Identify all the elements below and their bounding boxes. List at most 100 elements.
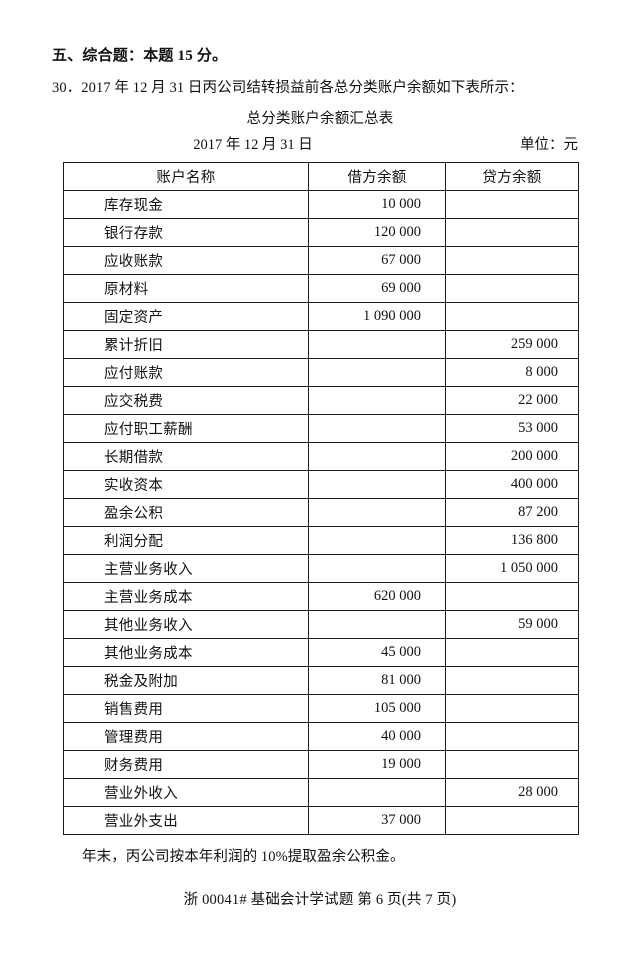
cell-credit-balance: 1 050 000 bbox=[445, 554, 579, 583]
table-row: 营业外收入 28 000 bbox=[63, 778, 579, 807]
cell-credit-balance: 59 000 bbox=[445, 610, 579, 639]
closing-note: 年末，丙公司按本年利润的 10%提取盈余公积金。 bbox=[82, 849, 405, 865]
cell-debit-balance: 45 000 bbox=[308, 638, 446, 667]
cell-credit-balance: 87 200 bbox=[445, 498, 579, 527]
question-statement: 30．2017 年 12 月 31 日丙公司结转损益前各总分类账户余额如下表所示… bbox=[52, 80, 524, 96]
cell-debit-balance bbox=[308, 498, 446, 527]
cell-debit-balance bbox=[308, 358, 446, 387]
section-heading: 五、综合题：本题 15 分。 bbox=[52, 48, 228, 64]
cell-debit-balance bbox=[308, 386, 446, 415]
table-row: 固定资产 1 090 000 bbox=[63, 302, 579, 331]
cell-account-name: 累计折旧 bbox=[63, 330, 309, 359]
table-row: 累计折旧 259 000 bbox=[63, 330, 579, 359]
cell-debit-balance bbox=[308, 470, 446, 499]
cell-debit-balance: 120 000 bbox=[308, 218, 446, 247]
cell-credit-balance bbox=[445, 218, 579, 247]
cell-account-name: 主营业务收入 bbox=[63, 554, 309, 583]
table-row: 应收账款 67 000 bbox=[63, 246, 579, 275]
table-body: 库存现金 10 000 银行存款 120 000 应收账款 67 000 原材料 69 000… bbox=[63, 190, 579, 835]
cell-credit-balance: 22 000 bbox=[445, 386, 579, 415]
table-row: 应交税费 22 000 bbox=[63, 386, 579, 415]
table-row: 税金及附加 81 000 bbox=[63, 666, 579, 695]
cell-account-name: 主营业务成本 bbox=[63, 582, 309, 611]
table-meta-row: 2017 年 12 月 31 日 单位：元 bbox=[63, 133, 578, 153]
page-footer: 浙 00041# 基础会计学试题 第 6 页(共 7 页) bbox=[183, 892, 457, 908]
cell-debit-balance: 620 000 bbox=[308, 582, 446, 611]
cell-credit-balance: 8 000 bbox=[445, 358, 579, 387]
cell-debit-balance: 10 000 bbox=[308, 190, 446, 219]
cell-account-name: 盈余公积 bbox=[63, 498, 309, 527]
cell-credit-balance bbox=[445, 274, 579, 303]
table-row: 管理费用 40 000 bbox=[63, 722, 579, 751]
table-header: 账户名称 借方余额 贷方余额 bbox=[63, 162, 579, 191]
table-row: 实收资本 400 000 bbox=[63, 470, 579, 499]
table-row: 应付账款 8 000 bbox=[63, 358, 579, 387]
cell-debit-balance bbox=[308, 442, 446, 471]
table-unit: 单位：元 bbox=[520, 137, 578, 153]
cell-debit-balance: 19 000 bbox=[308, 750, 446, 779]
cell-debit-balance: 81 000 bbox=[308, 666, 446, 695]
table-row: 销售费用 105 000 bbox=[63, 694, 579, 723]
cell-account-name: 销售费用 bbox=[63, 694, 309, 723]
cell-account-name: 其他业务收入 bbox=[63, 610, 309, 639]
table-row: 银行存款 120 000 bbox=[63, 218, 579, 247]
cell-account-name: 实收资本 bbox=[63, 470, 309, 499]
cell-credit-balance bbox=[445, 246, 579, 275]
cell-debit-balance bbox=[308, 610, 446, 639]
table-row: 其他业务收入 59 000 bbox=[63, 610, 579, 639]
table-row: 其他业务成本 45 000 bbox=[63, 638, 579, 667]
table-row: 财务费用 19 000 bbox=[63, 750, 579, 779]
table-row: 应付职工薪酬 53 000 bbox=[63, 414, 579, 443]
cell-account-name: 利润分配 bbox=[63, 526, 309, 555]
cell-account-name: 财务费用 bbox=[63, 750, 309, 779]
cell-account-name: 原材料 bbox=[63, 274, 309, 303]
cell-credit-balance: 136 800 bbox=[445, 526, 579, 555]
cell-account-name: 营业外支出 bbox=[63, 806, 309, 835]
cell-debit-balance: 1 090 000 bbox=[308, 302, 446, 331]
table-row: 营业外支出 37 000 bbox=[63, 806, 579, 835]
cell-debit-balance: 69 000 bbox=[308, 274, 446, 303]
table-row: 长期借款 200 000 bbox=[63, 442, 579, 471]
column-header-credit-balance: 贷方余额 bbox=[445, 162, 579, 191]
cell-account-name: 其他业务成本 bbox=[63, 638, 309, 667]
cell-credit-balance bbox=[445, 190, 579, 219]
trial-balance-table: 账户名称 借方余额 贷方余额 库存现金 10 000 银行存款 120 000 应收账款… bbox=[63, 162, 579, 835]
table-header-row: 账户名称 借方余额 贷方余额 bbox=[63, 162, 579, 191]
cell-credit-balance bbox=[445, 302, 579, 331]
table-row: 库存现金 10 000 bbox=[63, 190, 579, 219]
cell-credit-balance: 28 000 bbox=[445, 778, 579, 807]
cell-debit-balance: 105 000 bbox=[308, 694, 446, 723]
cell-credit-balance: 259 000 bbox=[445, 330, 579, 359]
cell-account-name: 管理费用 bbox=[63, 722, 309, 751]
cell-account-name: 银行存款 bbox=[63, 218, 309, 247]
cell-account-name: 营业外收入 bbox=[63, 778, 309, 807]
cell-credit-balance bbox=[445, 806, 579, 835]
table-row: 盈余公积 87 200 bbox=[63, 498, 579, 527]
cell-account-name: 应付账款 bbox=[63, 358, 309, 387]
table-row: 主营业务成本 620 000 bbox=[63, 582, 579, 611]
cell-debit-balance: 37 000 bbox=[308, 806, 446, 835]
cell-account-name: 库存现金 bbox=[63, 190, 309, 219]
cell-debit-balance bbox=[308, 330, 446, 359]
table-row: 原材料 69 000 bbox=[63, 274, 579, 303]
cell-debit-balance bbox=[308, 554, 446, 583]
table-date: 2017 年 12 月 31 日 bbox=[193, 137, 313, 153]
cell-credit-balance: 400 000 bbox=[445, 470, 579, 499]
cell-account-name: 长期借款 bbox=[63, 442, 309, 471]
cell-credit-balance bbox=[445, 638, 579, 667]
cell-debit-balance bbox=[308, 414, 446, 443]
table-row: 主营业务收入 1 050 000 bbox=[63, 554, 579, 583]
cell-debit-balance bbox=[308, 778, 446, 807]
cell-account-name: 应付职工薪酬 bbox=[63, 414, 309, 443]
cell-debit-balance: 40 000 bbox=[308, 722, 446, 751]
cell-debit-balance bbox=[308, 526, 446, 555]
cell-credit-balance bbox=[445, 694, 579, 723]
column-header-debit-balance: 借方余额 bbox=[308, 162, 446, 191]
cell-credit-balance: 200 000 bbox=[445, 442, 579, 471]
cell-credit-balance bbox=[445, 750, 579, 779]
cell-credit-balance bbox=[445, 582, 579, 611]
cell-account-name: 税金及附加 bbox=[63, 666, 309, 695]
cell-account-name: 应交税费 bbox=[63, 386, 309, 415]
cell-account-name: 固定资产 bbox=[63, 302, 309, 331]
